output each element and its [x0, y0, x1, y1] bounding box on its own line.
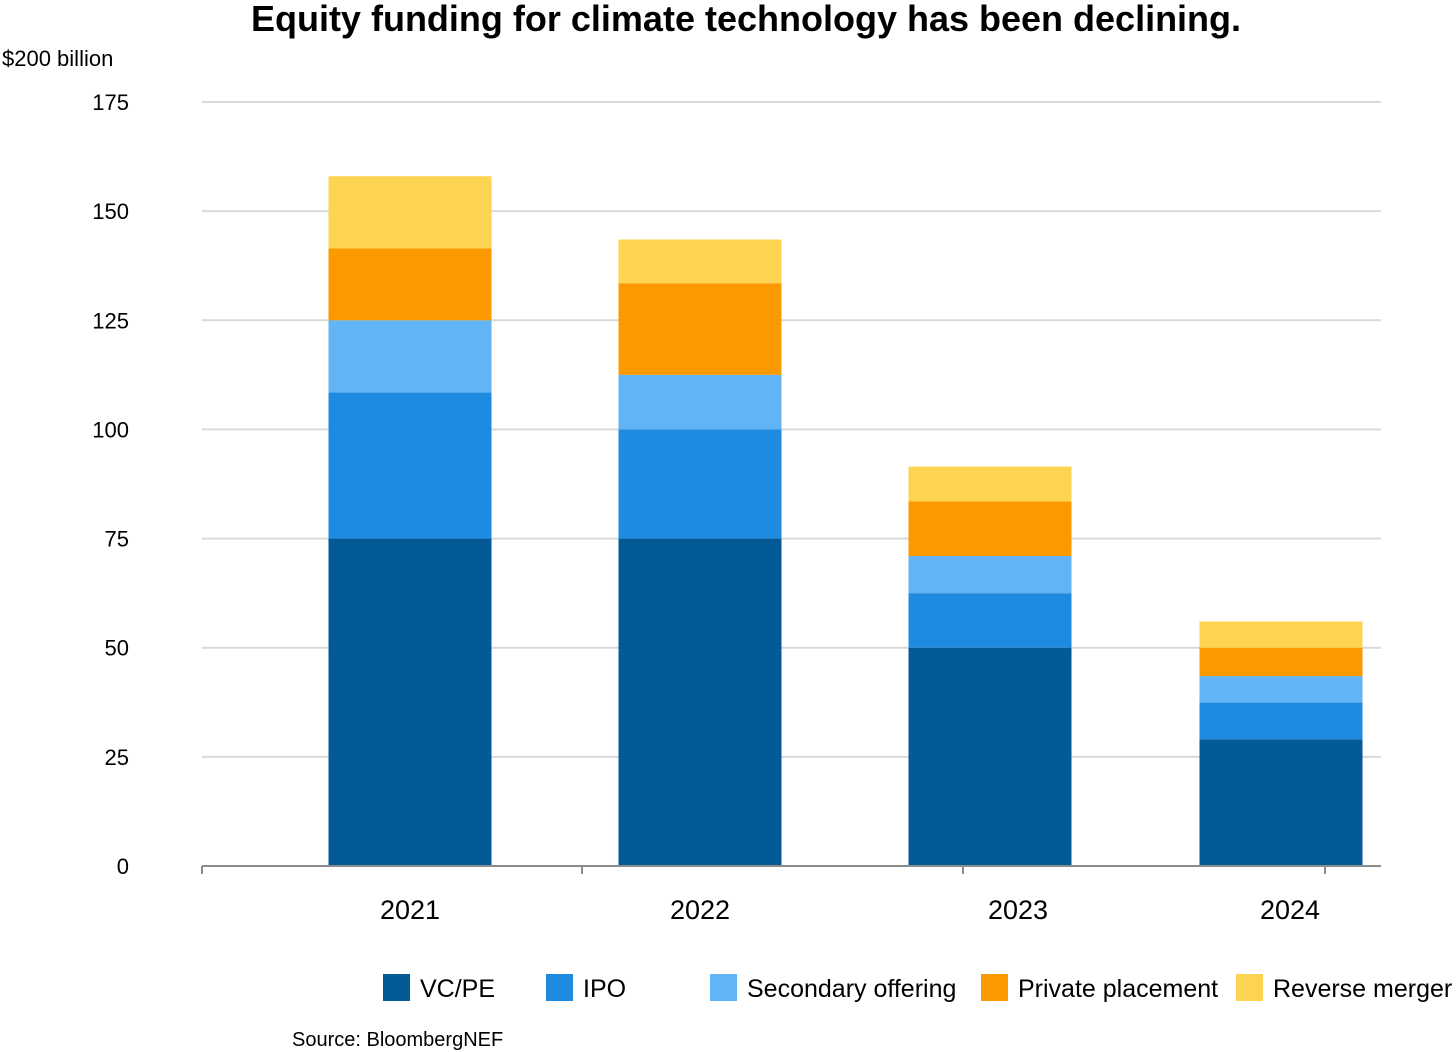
bar-segment-secondary-offering	[908, 556, 1072, 594]
bar-segment-ipo	[1199, 702, 1363, 740]
bar-segment-secondary-offering	[328, 320, 492, 393]
bar-segment-reverse-merger	[328, 176, 492, 249]
legend-swatch	[981, 974, 1008, 1001]
legend-label: VC/PE	[420, 975, 495, 1003]
legend-label: Secondary offering	[747, 975, 956, 1003]
x-axis	[201, 865, 1381, 874]
legend-item: VC/PE	[383, 974, 495, 1003]
y-tick-label: 175	[92, 90, 129, 115]
legend-swatch	[383, 974, 410, 1001]
legend-swatch	[546, 974, 573, 1001]
bar-segment-private-placement	[908, 501, 1072, 557]
bar-stack-2023	[908, 466, 1072, 866]
legend: VC/PE IPO Secondary offering Private placem…	[383, 974, 1452, 1003]
bar-segment-reverse-merger	[1199, 621, 1363, 648]
bar-segment-vc-pe	[618, 538, 782, 866]
y-tick-label: 100	[92, 417, 129, 442]
bar-segment-private-placement	[1199, 647, 1363, 677]
y-tick-label: 50	[105, 636, 129, 661]
bar-segment-vc-pe	[328, 538, 492, 866]
y-tick-label: 150	[92, 199, 129, 224]
legend-swatch	[1236, 974, 1263, 1001]
legend-item: IPO	[546, 974, 626, 1003]
x-tick-label: 2024	[1260, 895, 1320, 925]
legend-label: IPO	[583, 975, 626, 1003]
bar-segment-reverse-merger	[908, 466, 1072, 502]
bar-segment-vc-pe	[908, 647, 1072, 866]
y-tick-label: 25	[105, 745, 129, 770]
legend-item: Reverse merger	[1236, 974, 1452, 1003]
legend-item: Private placement	[981, 974, 1218, 1003]
y-tick-label: 0	[117, 854, 129, 879]
x-tick-label: 2021	[380, 895, 440, 925]
x-tick-label: 2023	[988, 895, 1048, 925]
bar-segment-secondary-offering	[618, 374, 782, 430]
x-axis-tick-labels: 2021 2022 2023 2024	[380, 895, 1320, 925]
bar-segment-reverse-merger	[618, 239, 782, 284]
legend-label: Private placement	[1018, 975, 1218, 1003]
legend-swatch	[710, 974, 737, 1001]
bar-segment-secondary-offering	[1199, 676, 1363, 703]
bar-segment-private-placement	[618, 283, 782, 375]
bar-segment-private-placement	[328, 248, 492, 321]
bar-segment-ipo	[328, 392, 492, 539]
legend-item: Secondary offering	[710, 974, 956, 1003]
source-note: Source: BloombergNEF	[292, 1029, 503, 1051]
legend-label: Reverse merger	[1273, 975, 1452, 1003]
bar-stack-2022	[618, 239, 782, 866]
bars	[328, 176, 1363, 866]
bar-stack-2021	[328, 176, 492, 866]
bar-stack-2024	[1199, 621, 1363, 866]
bar-segment-ipo	[908, 593, 1072, 648]
y-tick-label: 125	[92, 308, 129, 333]
y-tick-label: 75	[105, 527, 129, 552]
y-axis-tick-labels: 0 25 50 75 100 125 150 175	[92, 90, 129, 879]
bar-segment-vc-pe	[1199, 739, 1363, 866]
x-tick-label: 2022	[670, 895, 730, 925]
chart-title: Equity funding for climate technology ha…	[251, 0, 1241, 39]
bar-segment-ipo	[618, 429, 782, 539]
y-axis-unit-label: $200 billion	[2, 46, 113, 71]
